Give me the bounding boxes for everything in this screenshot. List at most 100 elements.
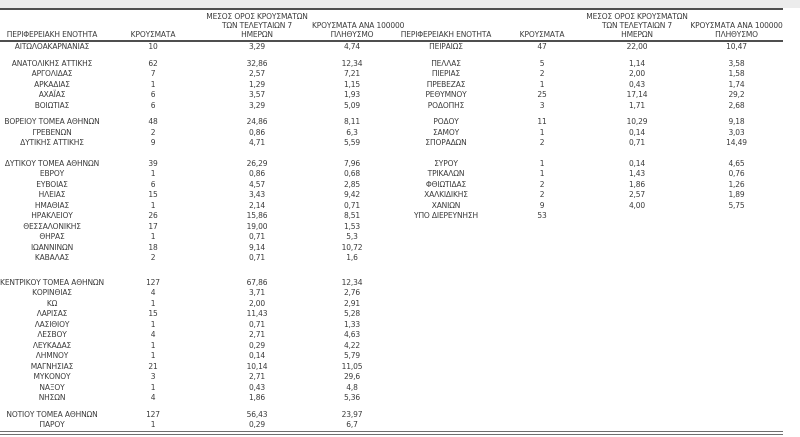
right-region-cell [392,253,500,264]
right-avg7-cell [584,420,690,433]
right-rate-cell [690,320,783,331]
right-region-cell: ΣΥΡΟΥ [434,158,458,168]
left-region-cell: ΝΗΣΩΝ [38,393,66,402]
right-cases-cell: 53 [537,211,547,220]
right-rate-cell [690,278,783,289]
right-avg7-cell [584,351,690,362]
left-region-cell: ΑΧΑΪΑΣ [38,90,66,99]
left-rate-cell: 29,6 [343,372,361,381]
separator-cell [0,149,783,159]
right-avg7-cell [584,309,690,320]
left-avg7-cell: 1,86 [248,393,266,402]
right-region-cell [392,299,500,310]
left-cases-cell: 48 [148,117,158,126]
right-avg7-cell: 0,71 [628,138,646,147]
left-rate-cell: 1,33 [343,319,361,329]
left-rate-cell: 12,34 [341,277,363,287]
right-avg7-cell [584,243,690,254]
right-region-cell: ΡΟΔΟΥ [433,117,459,126]
left-cases-cell: 1 [150,340,156,350]
left-avg7-cell: 32,86 [246,58,268,68]
left-cases-cell: 1 [150,169,156,178]
right-avg7-cell [584,362,690,373]
right-region-cell: ΣΑΜΟΥ [432,127,460,137]
left-avg7-cell: 26,29 [246,158,268,168]
right-rate-cell: 1,89 [728,190,745,199]
left-region-cell: ΑΡΓΟΛΙΔΑΣ [31,69,73,78]
right-region-cell: ΧΑΛΚΙΔΙΚΗΣ [424,190,468,199]
left-region-cell: ΝΑΞΟΥ [39,382,65,392]
right-region-cell [392,232,500,243]
right-rate-cell: 1,26 [728,179,745,189]
table-row: ΓΡΕΒΕΝΩΝ 2 0,86 6,3 ΣΑΜΟΥ 1 0,14 3,03 [0,128,783,139]
right-region-cell [392,278,500,289]
left-region-cell: ΓΡΕΒΕΝΩΝ [32,127,72,137]
left-cases-cell: 1 [150,420,156,429]
left-region-cell: ΘΕΣΣΑΛΟΝΙΚΗΣ [23,221,81,231]
left-cases-cell: 1 [150,382,156,392]
right-avg7-cell: 17,14 [626,90,648,99]
left-cases-cell: 1 [150,351,156,360]
table-row: ΛΑΡΙΣΑΣ 15 11,43 5,28 [0,309,783,320]
left-rate-cell: 2,76 [343,288,361,297]
right-region-cell: ΡΕΘΥΜΝΟΥ [425,90,467,99]
left-avg7-cell: 3,57 [248,90,266,99]
left-cases-cell: 6 [150,100,156,110]
table-row: ΛΕΣΒΟΥ 4 2,71 4,63 [0,330,783,341]
right-region-cell [392,351,500,362]
right-region-cell: ΡΟΔΟΠΗΣ [427,100,465,110]
right-cases-cell: 2 [539,190,545,199]
right-rate-cell [690,299,783,310]
right-region-cell: ΠΕΙΡΑΙΩΣ [429,42,463,51]
left-region-cell: ΛΕΥΚΑΔΑΣ [32,340,72,350]
table-row: ΔΥΤΙΚΗΣ ΑΤΤΙΚΗΣ 9 4,71 5,59 ΣΠΟΡΑΔΩΝ 2 0,71 14,… [0,138,783,149]
table-row: ΔΥΤΙΚΟΥ ΤΟΜΕΑ ΑΘΗΝΩΝ 39 26,29 7,96 ΣΥΡΟΥ 1 0,1… [0,159,783,170]
left-avg7-cell: 11,43 [246,309,268,318]
left-avg7-cell: 0,29 [248,420,266,429]
right-cases-cell: 25 [537,90,547,99]
left-rate-cell: 10,72 [341,242,363,252]
right-avg7-cell: 0,43 [628,79,646,89]
right-avg7-cell: 1,71 [628,100,646,110]
right-rate-cell: 3,58 [728,58,745,68]
separator-cell [0,264,783,278]
left-cases-cell: 9 [150,138,156,147]
left-rate-cell: 8,51 [343,211,361,220]
right-rate-cell: 5,75 [728,200,745,210]
table-row: ΠΑΡΟΥ 1 0,29 6,7 [0,420,783,433]
right-avg7-cell [584,320,690,331]
right-cases-cell: 2 [539,69,545,78]
table-row: ΛΗΜΝΟΥ 1 0,14 5,79 [0,351,783,362]
left-cases-cell: 18 [148,242,158,252]
left-cases-cell: 15 [148,190,158,199]
right-rate-cell [690,222,783,233]
left-region-cell: ΔΥΤΙΚΗΣ ΑΤΤΙΚΗΣ [20,138,84,147]
right-region-cell [392,341,500,352]
left-avg7-cell: 0,86 [248,127,266,137]
right-cases-cell [500,351,584,362]
right-cases-cell: 1 [539,169,545,178]
right-cases-cell: 5 [539,58,545,68]
left-avg7-cell: 0,43 [248,382,266,392]
left-region-cell: ΚΕΝΤΡΙΚΟΥ ΤΟΜΕΑ ΑΘΗΝΩΝ [0,277,104,287]
left-avg7-cell: 0,71 [248,253,266,262]
table-row: ΑΡΚΑΔΙΑΣ 1 1,29 1,15 ΠΡΕΒΕΖΑΣ 1 0,43 1,74 [0,80,783,91]
left-cases-cell: 10 [148,42,158,51]
left-cases-cell: 21 [148,361,158,371]
table-row: ΘΕΣΣΑΛΟΝΙΚΗΣ 17 19,00 1,53 [0,222,783,233]
right-cases-cell [500,372,584,383]
left-region-cell: ΜΑΓΝΗΣΙΑΣ [30,361,74,371]
left-cases-cell: 39 [148,158,158,168]
table-row: ΑΧΑΪΑΣ 6 3,57 1,93 ΡΕΘΥΜΝΟΥ 25 17,14 29,2 [0,90,783,101]
right-avg7-cell [584,278,690,289]
right-rate-cell [690,288,783,299]
table-row: ΑΝΑΤΟΛΙΚΗΣ ΑΤΤΙΚΗΣ 62 32,86 12,34 ΠΕΛΛΑΣ 5 1,1… [0,59,783,70]
left-avg7-cell: 15,86 [246,211,268,220]
right-avg7-cell [584,253,690,264]
left-cases-cell: 7 [150,69,156,78]
separator-row [0,149,783,159]
left-rate-cell: 6,7 [346,420,358,429]
right-cases-cell: 1 [539,79,545,89]
table-row: ΗΜΑΘΙΑΣ 1 2,14 0,71 ΧΑΝΙΩΝ 9 4,00 5,75 [0,201,783,212]
left-avg7-cell: 19,00 [246,221,268,231]
